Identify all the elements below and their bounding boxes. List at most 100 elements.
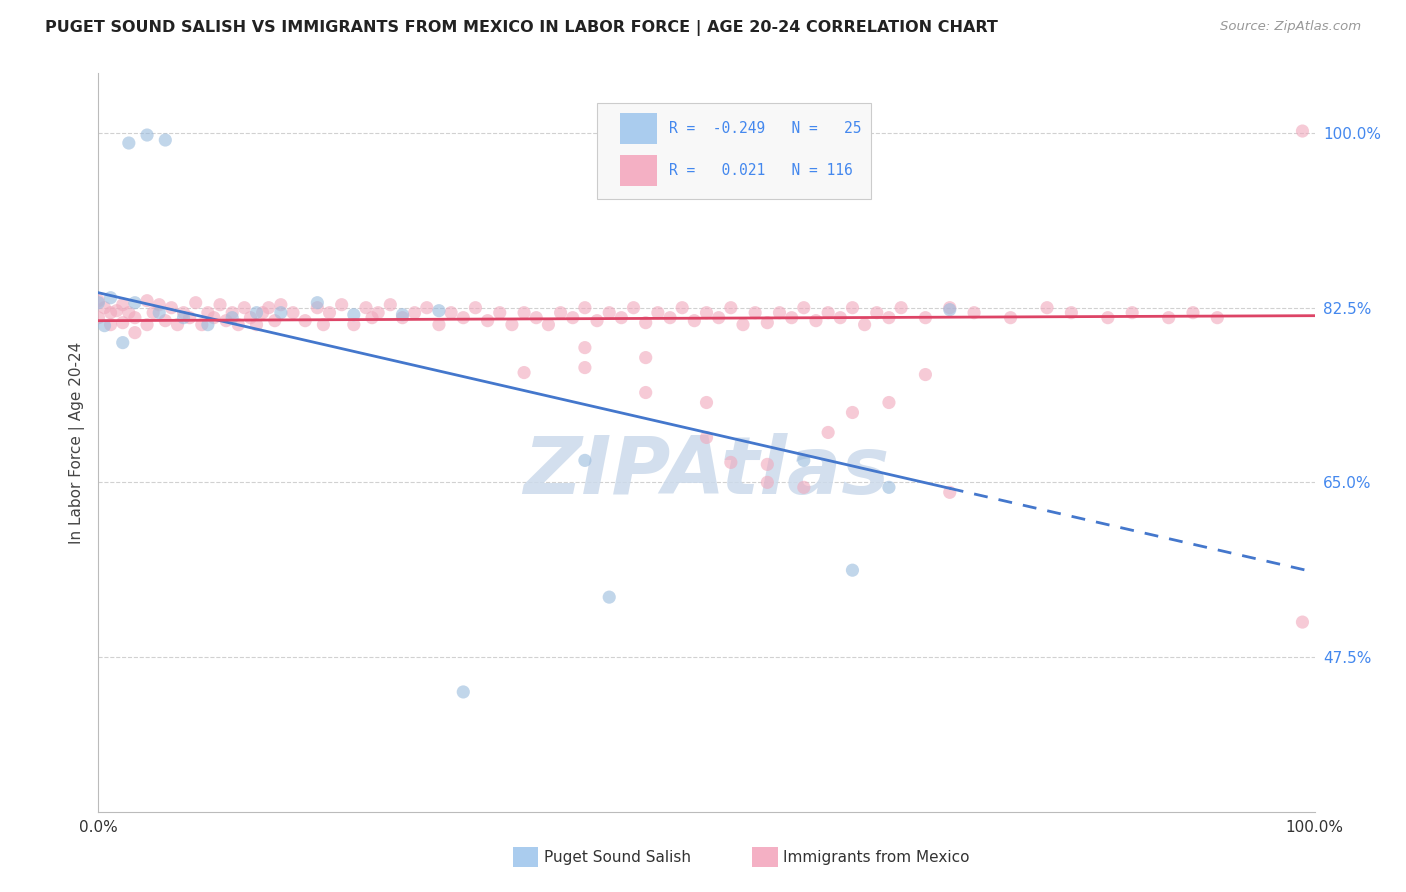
Point bbox=[513, 366, 536, 380]
Text: Puget Sound Salish: Puget Sound Salish bbox=[544, 850, 692, 864]
Point bbox=[257, 301, 280, 315]
Point bbox=[404, 306, 426, 320]
Point bbox=[768, 306, 790, 320]
Point bbox=[866, 306, 889, 320]
Point bbox=[1036, 301, 1059, 315]
Point bbox=[914, 310, 936, 325]
Point bbox=[197, 306, 219, 320]
Point bbox=[202, 310, 225, 325]
Point bbox=[696, 430, 718, 444]
Point bbox=[744, 306, 766, 320]
Point bbox=[877, 310, 900, 325]
Point bbox=[707, 310, 730, 325]
Point bbox=[245, 306, 267, 320]
Point bbox=[307, 301, 329, 315]
Point bbox=[804, 313, 827, 327]
Point bbox=[1060, 306, 1083, 320]
Point bbox=[598, 306, 620, 320]
Point bbox=[610, 310, 633, 325]
Point bbox=[160, 301, 183, 315]
Point bbox=[155, 133, 177, 147]
Point bbox=[817, 425, 839, 440]
Point bbox=[477, 313, 499, 327]
Point bbox=[647, 306, 669, 320]
Point bbox=[270, 298, 292, 312]
Point bbox=[226, 318, 249, 332]
Text: Source: ZipAtlas.com: Source: ZipAtlas.com bbox=[1220, 20, 1361, 33]
Point bbox=[756, 475, 779, 490]
Point bbox=[464, 301, 486, 315]
Point bbox=[136, 293, 159, 308]
Point bbox=[501, 318, 523, 332]
Y-axis label: In Labor Force | Age 20-24: In Labor Force | Age 20-24 bbox=[69, 342, 84, 543]
Point bbox=[118, 136, 141, 150]
Point bbox=[671, 301, 693, 315]
Point bbox=[124, 295, 146, 310]
Point bbox=[318, 306, 340, 320]
Point bbox=[939, 485, 962, 500]
Point bbox=[623, 301, 645, 315]
Point bbox=[756, 458, 779, 472]
Point bbox=[148, 306, 170, 320]
Text: ZIPAtlas: ZIPAtlas bbox=[523, 433, 890, 511]
Point bbox=[118, 306, 141, 320]
Point bbox=[100, 306, 122, 320]
Point bbox=[841, 563, 863, 577]
Point bbox=[93, 318, 115, 333]
Point bbox=[440, 306, 463, 320]
Point bbox=[793, 453, 815, 467]
Point bbox=[524, 310, 547, 325]
Point bbox=[124, 310, 146, 325]
Point bbox=[841, 405, 863, 419]
Point bbox=[391, 308, 413, 322]
Point bbox=[221, 310, 243, 325]
Point bbox=[1157, 310, 1180, 325]
Point bbox=[281, 306, 304, 320]
Point bbox=[263, 313, 285, 327]
Point bbox=[853, 318, 876, 332]
Point bbox=[142, 306, 165, 320]
Point bbox=[87, 295, 110, 310]
Point bbox=[830, 310, 852, 325]
Point bbox=[111, 298, 134, 312]
Point bbox=[239, 310, 262, 325]
Point bbox=[105, 303, 128, 318]
Point bbox=[453, 310, 475, 325]
Point bbox=[877, 395, 900, 409]
Point bbox=[427, 303, 450, 318]
Point bbox=[367, 306, 389, 320]
Point bbox=[1206, 310, 1229, 325]
Point bbox=[391, 310, 413, 325]
Text: Immigrants from Mexico: Immigrants from Mexico bbox=[783, 850, 970, 864]
Point bbox=[793, 480, 815, 494]
Point bbox=[215, 313, 238, 327]
Point bbox=[343, 318, 366, 332]
Point bbox=[574, 453, 596, 467]
Point bbox=[209, 298, 232, 312]
Point bbox=[877, 480, 900, 494]
Point bbox=[634, 316, 657, 330]
Point bbox=[155, 313, 177, 327]
Point bbox=[793, 301, 815, 315]
Point bbox=[1291, 615, 1313, 629]
Text: PUGET SOUND SALISH VS IMMIGRANTS FROM MEXICO IN LABOR FORCE | AGE 20-24 CORRELAT: PUGET SOUND SALISH VS IMMIGRANTS FROM ME… bbox=[45, 20, 998, 36]
Point bbox=[780, 310, 803, 325]
Point bbox=[696, 395, 718, 409]
Point bbox=[245, 318, 267, 332]
Text: R =   0.021   N = 116: R = 0.021 N = 116 bbox=[669, 163, 852, 178]
Point bbox=[136, 128, 159, 142]
Point bbox=[696, 306, 718, 320]
Point bbox=[720, 301, 742, 315]
Point bbox=[598, 590, 620, 604]
Point bbox=[817, 306, 839, 320]
Point bbox=[939, 302, 962, 317]
Point bbox=[361, 310, 384, 325]
Point bbox=[380, 298, 402, 312]
Point bbox=[914, 368, 936, 382]
Point bbox=[488, 306, 510, 320]
Point bbox=[191, 318, 214, 332]
Point bbox=[124, 326, 146, 340]
Point bbox=[756, 316, 779, 330]
Point bbox=[111, 335, 134, 350]
Point bbox=[574, 301, 596, 315]
